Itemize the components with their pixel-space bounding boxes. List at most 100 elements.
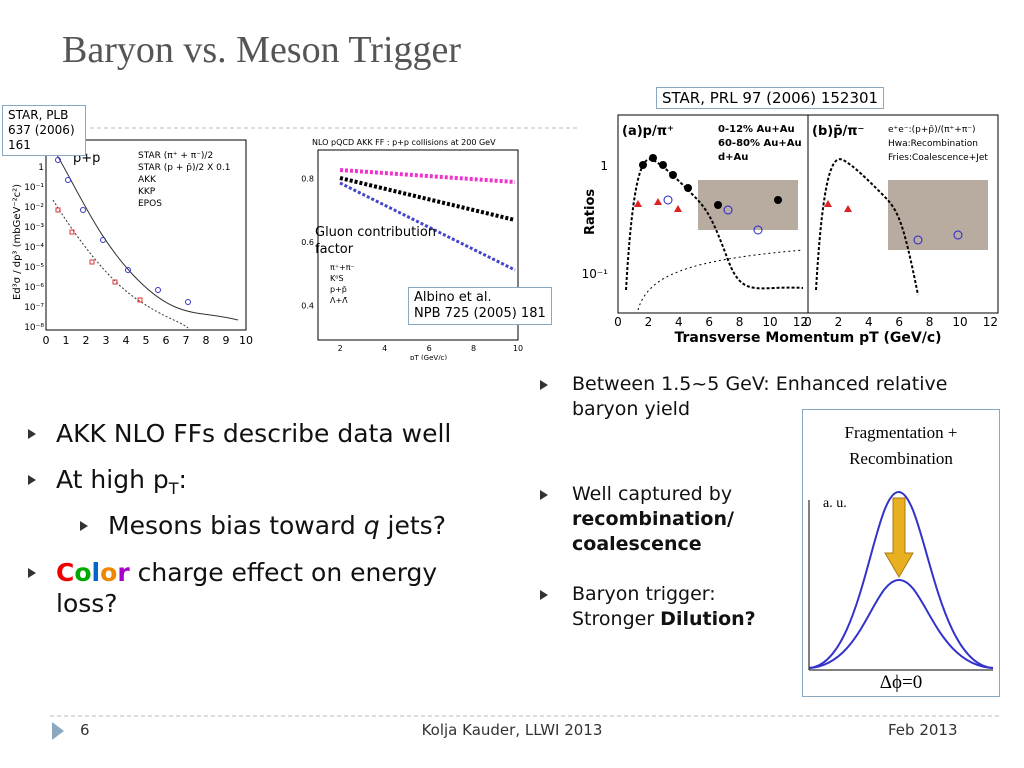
bullet [540,490,548,500]
legend-entry: 60-80% Au+Au [718,138,802,149]
text: C [56,558,75,587]
box-title: Fragmentation + Recombination [844,423,958,468]
ref-text: NPB 725 (2005) 181 [414,306,546,321]
legend-entry: Hwa:Recombination [888,139,978,149]
x-tick-label: 3 [103,334,110,347]
curve [808,490,994,669]
plot-left: p+p Ed³σ / dp³ (mbGeV⁻²c²) 0 1 2 3 4 5 6 7 8 9 101… [12,139,253,347]
text: Baryon trigger: Stronger [572,583,716,630]
x-tick-label: 2 [645,315,653,329]
footer-arrow [52,722,64,740]
panel-label: (b)p̄/π⁻ [812,124,864,139]
bullet-text: Color charge effect on energy loss? [56,557,456,619]
arrow [884,497,914,578]
bullet-text: Baryon trigger: Stronger Dilution? [572,582,792,632]
text: At high p [56,465,169,494]
points [663,195,963,245]
illustration-box: Fragmentation + Recombination a. u. Δϕ=0 [802,409,1000,697]
bullet [28,429,36,439]
y-tick-label: 0.4 [301,301,314,310]
points [55,207,143,303]
x-tick-label: 6 [427,344,432,353]
y-tick-label: 10⁻⁸ [24,323,44,333]
x-label: Transverse Momentum pT (GeV/c) [674,330,941,346]
text: T [168,479,179,498]
x-tick-label: 8 [203,334,210,347]
legend-entry: Λ+Λ̄ [330,296,348,305]
frame [317,149,519,341]
legend-entry: K⁰S [330,274,344,283]
plot-right: (a)p/π⁺ (b)p̄/π⁻ Ratios 1 10⁻¹ Transvers… [582,114,999,346]
reference: Albino et al. NPB 725 (2005) 181 [408,287,552,325]
x-tick-label: 2 [83,334,90,347]
reference: STAR, PLB 637 (2006) 161 [2,105,86,156]
x-label: pT (GeV/c) [410,354,447,360]
bullet [80,521,88,531]
x-tick-label: 10 [239,334,253,347]
series [339,181,516,272]
text: Well captured by [572,483,733,505]
x-tick-label: 0 [614,315,622,329]
y-tick-label: 10⁻³ [24,223,44,233]
legend-entry: π⁺+π⁻ [330,263,355,272]
x-tick-label: 0 [43,334,50,347]
x-tick-label: 5 [143,334,150,347]
y-tick-label: 10⁻⁵ [24,263,44,273]
legend-entry: Fries:Coalescence+Jet [888,153,988,163]
series [339,168,516,184]
y-tick-label: 0.6 [301,238,314,247]
footer-center: Kolja Kauder, LLWI 2013 [421,721,603,739]
reference: STAR, PRL 97 (2006) 152301 [656,87,885,109]
text: jets? [379,511,446,540]
curve [637,249,804,311]
plot-title: NLO pQCD AKK FF : p+p collisions at 200 … [312,138,496,147]
text: recombination/ coalescence [572,508,734,555]
x-tick-label: 6 [163,334,170,347]
y-tick-label: 0.8 [301,175,314,184]
x-tick-label: 12 [793,315,808,329]
bullet [540,380,548,390]
annotation: Gluon contribution factor [315,225,437,257]
legend-entry: AKK [138,175,157,185]
x-tick-label: 6 [895,315,903,329]
x-tick-label: 10 [762,315,777,329]
x-tick-label: 0 [804,315,812,329]
bullet-text: Well captured by recombination/ coalesce… [572,482,772,557]
curve [815,158,919,296]
y-label: Ratios [583,189,598,235]
band [888,180,988,250]
page-number: 6 [80,721,90,739]
bullet-text: Mesons bias toward q jets? [108,510,446,541]
bullet-text: Between 1.5~5 GeV: Enhanced relative bar… [572,373,948,420]
legend-entry: KKP [138,187,156,197]
y-tick-label: 10⁻⁴ [24,243,44,253]
x-tick-label: 2 [338,344,343,353]
y-tick-label: 10⁻⁷ [24,303,44,313]
x-tick-label: 4 [675,315,683,329]
y-tick-label: 10⁻¹ [582,267,609,281]
frame [807,114,999,314]
y-tick-label: 10⁻² [24,203,44,213]
x-tick-label: 4 [865,315,873,329]
ref-text: Albino et al. [414,290,492,305]
x-tick-label: 9 [223,334,230,347]
y-tick-label: 1 [38,163,44,173]
x-tick-label: 6 [705,315,713,329]
text: q [363,511,380,540]
curve [625,158,804,291]
x-tick-label: 10 [952,315,967,329]
bullet-text: At high pT: [56,464,187,504]
text: Mesons bias toward [108,511,364,540]
bullet-text: AKK NLO FFs describe data well [56,419,452,448]
x-tick-label: 7 [183,334,190,347]
x-tick-label: 10 [513,344,523,353]
x-tick-label: 2 [835,315,843,329]
legend-entry: p+p̄ [330,285,347,294]
legend-entry: STAR (p + p̄)/2 X 0.1 [138,163,230,173]
points [634,198,852,212]
text: r [117,558,130,587]
x-tick-label: 8 [926,315,934,329]
x-tick-label: 8 [471,344,476,353]
